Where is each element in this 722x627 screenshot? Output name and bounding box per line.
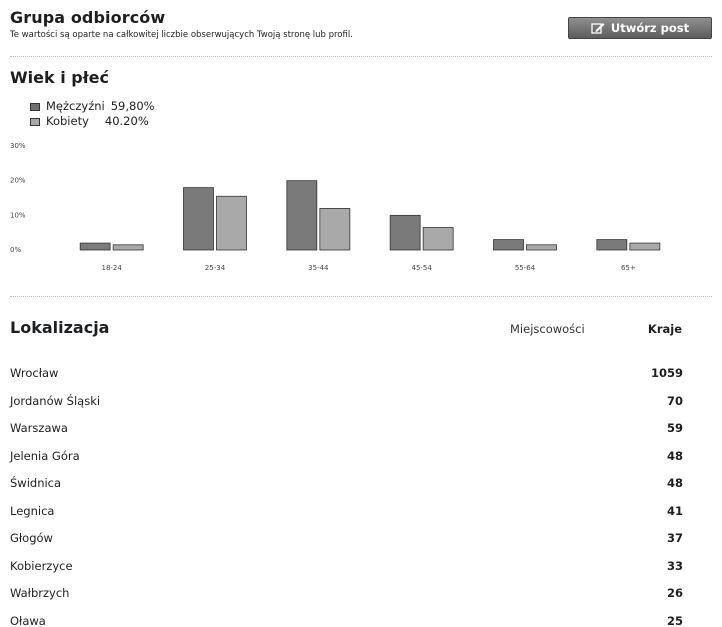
x-tick-label: 18-24	[101, 264, 122, 272]
location-name: Legnica	[10, 503, 55, 518]
bar-men[interactable]	[286, 180, 318, 251]
location-name: Wrocław	[10, 366, 59, 380]
create-post-button[interactable]: Utwórz post	[568, 17, 712, 39]
legend-label-women: Kobiety	[46, 114, 89, 128]
location-name: Świdnica	[10, 476, 62, 490]
divider	[10, 56, 712, 57]
location-name: Warszawa	[10, 421, 68, 435]
edit-icon	[591, 23, 605, 34]
age-gender-chart: 30% 20% 10% 0% 18-24 25-34 35-44 45-54 55-64 65+	[10, 142, 661, 272]
legend-swatch-men	[30, 102, 40, 111]
bar-men[interactable]	[79, 242, 111, 251]
location-row: Jordanów Śląski 70	[10, 394, 683, 422]
location-row: Oława 25	[10, 614, 683, 627]
bar-women[interactable]	[112, 244, 144, 251]
x-tick-label: 45-54	[411, 264, 432, 272]
location-count: 48	[666, 476, 683, 490]
page-header: Grupa odbiorców Te wartości są oparte na…	[10, 8, 712, 40]
location-row: Kobierzyce 33	[10, 559, 683, 587]
x-tick-label: 65+	[621, 264, 636, 272]
bar-men[interactable]	[596, 239, 628, 251]
location-row: Jelenia Góra 48	[10, 449, 683, 477]
location-count: 37	[666, 531, 683, 545]
divider	[10, 296, 712, 297]
bar-women[interactable]	[629, 242, 661, 251]
location-count: 26	[666, 586, 683, 600]
location-row: Wrocław 1059	[10, 366, 683, 394]
bar-women[interactable]	[422, 227, 454, 251]
x-tick-label: 25-34	[205, 264, 226, 272]
y-tick-label: 10%	[10, 211, 26, 219]
y-tick-label: 30%	[10, 142, 26, 150]
location-count: 33	[666, 558, 683, 573]
location-count: 1059	[650, 366, 683, 380]
legend-item-men: Mężczyźni 59,80%	[30, 99, 155, 114]
legend-value-men: 59,80%	[110, 99, 155, 113]
bar-men[interactable]	[493, 239, 524, 251]
location-count: 59	[666, 421, 683, 435]
legend-label-men: Mężczyźni	[46, 99, 105, 113]
location-name: Jelenia Góra	[10, 448, 80, 463]
bar-men[interactable]	[389, 214, 421, 251]
location-row: Świdnica 48	[10, 476, 683, 504]
location-row: Głogów 37	[10, 531, 683, 559]
location-name: Jordanów Śląski	[10, 393, 101, 408]
page-title: Grupa odbiorców	[10, 8, 166, 27]
y-tick-label: 0%	[10, 246, 21, 254]
bar-men[interactable]	[183, 187, 214, 251]
location-count: 41	[666, 503, 683, 518]
location-row: Wałbrzych 26	[10, 586, 683, 614]
location-table: Wrocław 1059 Jordanów Śląski 70 Warszawa 59…	[10, 366, 683, 627]
legend-swatch-women	[30, 117, 40, 126]
bar-women[interactable]	[526, 244, 557, 251]
location-count: 25	[666, 613, 683, 627]
location-row: Legnica 41	[10, 504, 683, 532]
chart-legend: Mężczyźni 59,80% Kobiety 40.20%	[30, 99, 155, 129]
location-name: Głogów	[10, 531, 53, 545]
location-count: 70	[666, 393, 683, 408]
tab-countries[interactable]: Kraje	[647, 322, 682, 336]
location-name: Oława	[10, 613, 46, 627]
location-count: 48	[666, 448, 683, 463]
x-tick-label: 35-44	[308, 264, 329, 272]
location-name: Wałbrzych	[10, 586, 70, 600]
page-subtitle: Te wartości są oparte na całkowitej licz…	[10, 30, 353, 40]
legend-item-women: Kobiety 40.20%	[30, 114, 155, 129]
x-tick-label: 55-64	[515, 264, 536, 272]
y-tick-label: 20%	[10, 177, 26, 185]
location-title: Lokalizacja	[10, 318, 110, 337]
tab-cities[interactable]: Miejscowości	[510, 322, 585, 336]
location-row: Warszawa 59	[10, 421, 683, 449]
age-gender-title: Wiek i płeć	[10, 68, 109, 87]
create-post-label: Utwórz post	[610, 21, 690, 35]
bar-women[interactable]	[319, 208, 351, 251]
location-name: Kobierzyce	[10, 558, 73, 573]
legend-value-women: 40.20%	[104, 114, 149, 128]
bar-women[interactable]	[216, 195, 247, 251]
